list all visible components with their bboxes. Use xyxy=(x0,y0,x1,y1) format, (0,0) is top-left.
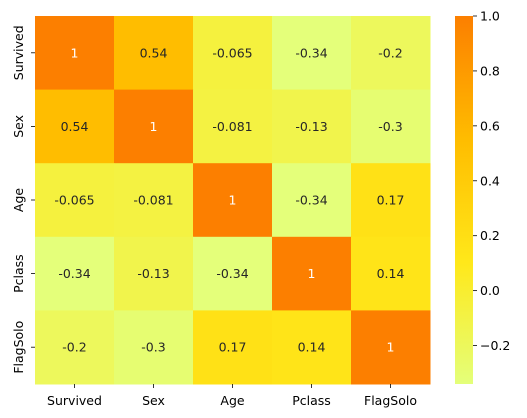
colorbar-tick-label: 1.0 xyxy=(480,9,500,24)
heatmap-cell-Age-Pclass xyxy=(272,163,352,238)
heatmap-cell-Pclass-Sex xyxy=(114,236,194,311)
heatmap-cell-FlagSolo-Sex xyxy=(114,310,194,385)
cell-value-label: -0.34 xyxy=(295,193,327,208)
cell-value-label: -0.34 xyxy=(58,266,90,281)
heatmap-cell-Sex-Survived xyxy=(35,89,115,164)
y-tick-label: FlagSolo xyxy=(11,321,26,374)
x-tick-label: Pclass xyxy=(292,393,331,408)
y-tick-label: Pclass xyxy=(11,254,26,293)
cell-value-label: 1 xyxy=(150,119,158,134)
colorbar-axis: −0.2 0.0 0.2 0.4 0.6 0.8 1.0 xyxy=(473,9,510,353)
heatmap-cell-Sex-Age xyxy=(193,89,273,164)
y-tick-label: Age xyxy=(11,188,26,212)
heatmap-cell-FlagSolo-Survived xyxy=(35,310,115,385)
cell-value-label: -0.2 xyxy=(378,45,402,60)
heatmap-cell-Age-Age xyxy=(193,163,273,238)
cell-value-label: 0.17 xyxy=(377,193,405,208)
heatmap-cell-FlagSolo-Age xyxy=(193,310,273,385)
x-tick-label: Sex xyxy=(142,393,165,408)
heatmap-cell-Sex-Pclass xyxy=(272,89,352,164)
cell-value-label: 1 xyxy=(308,266,316,281)
colorbar-tick-label: 0.2 xyxy=(480,228,500,243)
cell-value-label: -0.13 xyxy=(295,119,327,134)
heatmap-cell-Survived-Age xyxy=(193,16,273,91)
cell-value-label: 0.14 xyxy=(298,340,326,355)
x-tick-label: Survived xyxy=(47,393,102,408)
colorbar-tick-label: −0.2 xyxy=(480,338,510,353)
cell-value-label: 1 xyxy=(71,45,79,60)
y-tick-label: Sex xyxy=(11,115,26,138)
cell-value-label: 0.14 xyxy=(377,266,405,281)
cell-value-label: 0.54 xyxy=(140,45,168,60)
heatmap-cell-Sex-Sex xyxy=(114,89,194,164)
colorbar-tick-label: 0.4 xyxy=(480,173,500,188)
heatmap-cell-Age-Sex xyxy=(114,163,194,238)
cell-value-label: -0.081 xyxy=(212,119,252,134)
cell-value-label: -0.34 xyxy=(295,45,327,60)
y-tick-label: Survived xyxy=(11,25,26,80)
heatmap-cell-Survived-Survived xyxy=(35,16,115,91)
cell-value-label: -0.3 xyxy=(141,340,165,355)
cell-value-label: 1 xyxy=(387,340,395,355)
colorbar-tick-label: 0.6 xyxy=(480,118,500,133)
cell-value-label: -0.2 xyxy=(62,340,86,355)
cell-value-label: -0.34 xyxy=(216,266,248,281)
heatmap-cell-Survived-FlagSolo xyxy=(351,16,431,91)
colorbar-tick-label: 0.8 xyxy=(480,63,500,78)
cell-value-label: 1 xyxy=(229,193,237,208)
heatmap-cell-Sex-FlagSolo xyxy=(351,89,431,164)
heatmap-cell-Survived-Pclass xyxy=(272,16,352,91)
cell-value-label: -0.065 xyxy=(54,193,94,208)
cell-value-label: -0.065 xyxy=(212,45,252,60)
heatmap-cell-Age-Survived xyxy=(35,163,115,238)
colorbar-tick-label: 0.0 xyxy=(480,283,500,298)
heatmap-cell-Pclass-Age xyxy=(193,236,273,311)
x-axis: Survived Sex Age Pclass FlagSolo xyxy=(47,384,417,408)
cell-value-label: -0.13 xyxy=(137,266,169,281)
x-tick-label: FlagSolo xyxy=(364,393,417,408)
heatmap-cell-Age-FlagSolo xyxy=(351,163,431,238)
cell-annotations: 1 0.54 -0.065 -0.34 -0.2 0.54 1 -0.081 -0.13 -0.3… xyxy=(54,45,404,354)
heatmap-cell-FlagSolo-Pclass xyxy=(272,310,352,385)
heatmap-cell-FlagSolo-FlagSolo xyxy=(351,310,431,385)
heatmap-cells xyxy=(35,16,431,385)
heatmap-cell-Survived-Sex xyxy=(114,16,194,91)
x-tick-label: Age xyxy=(220,393,244,408)
heatmap-cell-Pclass-FlagSolo xyxy=(351,236,431,311)
colorbar xyxy=(455,16,473,384)
cell-value-label: -0.081 xyxy=(133,193,173,208)
cell-value-label: -0.3 xyxy=(378,119,402,134)
heatmap-cell-Pclass-Survived xyxy=(35,236,115,311)
y-axis: Survived Sex Age Pclass FlagSolo xyxy=(11,25,35,374)
cell-value-label: 0.54 xyxy=(61,119,89,134)
heatmap-cell-Pclass-Pclass xyxy=(272,236,352,311)
cell-value-label: 0.17 xyxy=(219,340,247,355)
